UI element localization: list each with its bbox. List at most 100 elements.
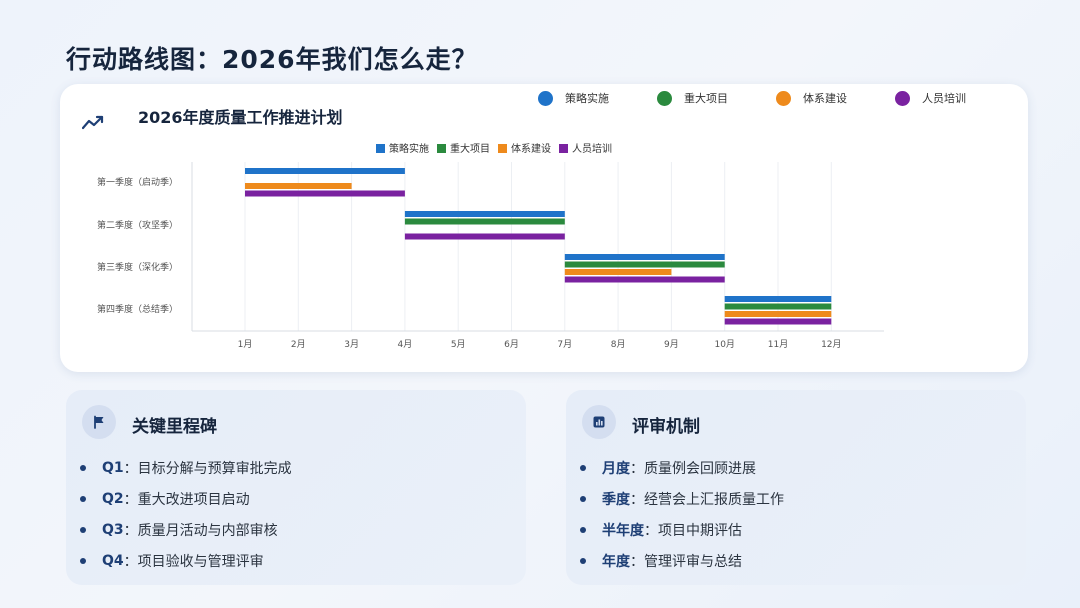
bullet-icon <box>80 464 86 471</box>
flag-icon <box>82 405 116 439</box>
x-tick-label: 12月 <box>821 339 841 350</box>
list-item: 月度：质量例会回顾进展 <box>580 452 784 483</box>
legend-swatch <box>376 144 385 153</box>
outer-legend: 策略实施 重大项目 体系建设 人员培训 <box>538 90 966 106</box>
item-key: Q2 <box>102 490 124 507</box>
legend-dot <box>657 90 672 106</box>
bullet-icon <box>580 464 586 471</box>
item-separator: ： <box>123 553 138 570</box>
legend-label: 人员培训 <box>922 92 966 105</box>
x-tick-label: 2月 <box>291 339 306 350</box>
item-key: 半年度 <box>602 522 644 539</box>
legend-label: 重大项目 <box>684 92 728 105</box>
row-label: 第三季度（深化季） <box>97 261 178 273</box>
list-item: 半年度：项目中期评估 <box>580 514 784 545</box>
gantt-bar <box>564 261 725 268</box>
item-key: Q1 <box>102 459 124 476</box>
gantt-bar <box>724 296 832 302</box>
legend-dot <box>776 90 791 106</box>
item-key: 季度 <box>602 491 630 508</box>
legend-dot <box>538 90 553 106</box>
list-item: 年度：管理评审与总结 <box>580 545 784 576</box>
list-item: Q3：质量月活动与内部审核 <box>80 514 292 545</box>
gantt-bar <box>724 318 832 325</box>
item-separator: ： <box>630 553 644 570</box>
item-key: 月度 <box>602 460 630 477</box>
trend-chart-icon <box>82 115 104 130</box>
legend-label: 策略实施 <box>389 142 429 155</box>
milestones-list: Q1：目标分解与预算审批完成 Q2：重大改进项目启动 Q3：质量月活动与内部审核… <box>80 452 292 576</box>
bullet-icon <box>580 557 586 564</box>
outer-legend-item: 策略实施 <box>538 90 609 106</box>
outer-legend-item: 人员培训 <box>895 90 966 106</box>
item-separator: ： <box>630 460 644 477</box>
gantt-bar <box>404 233 565 240</box>
item-separator: ： <box>123 522 138 539</box>
gantt-chart: 1月 2月 3月 4月 5月 6月 7月 8月 9月 10月 11月 12月 第一季度（启动季） 第二季度… <box>97 142 884 350</box>
x-tick-label: 6月 <box>504 339 519 350</box>
row-label: 第二季度（攻坚季） <box>97 219 178 231</box>
item-key: 年度 <box>602 553 630 570</box>
gantt-bar <box>404 211 565 217</box>
list-item: Q1：目标分解与预算审批完成 <box>80 452 292 483</box>
review-list: 月度：质量例会回顾进展 季度：经营会上汇报质量工作 半年度：项目中期评估 年度：… <box>580 452 784 576</box>
x-tick-label: 11月 <box>768 339 788 350</box>
gantt-bar <box>564 276 725 283</box>
list-item: Q4：项目验收与管理评审 <box>80 545 292 576</box>
legend-swatch <box>437 144 446 153</box>
review-title: 评审机制 <box>632 417 700 437</box>
milestones-title: 关键里程碑 <box>132 417 217 437</box>
legend-dot <box>895 90 910 106</box>
gantt-bar <box>564 254 725 260</box>
item-text: 项目中期评估 <box>658 522 742 539</box>
gantt-bar <box>245 190 405 197</box>
x-tick-label: 7月 <box>557 339 572 350</box>
item-text: 经营会上汇报质量工作 <box>644 491 784 508</box>
gantt-bar <box>245 183 352 189</box>
row-label: 第四季度（总结季） <box>97 303 178 315</box>
bullet-icon <box>80 557 86 564</box>
bar-chart-icon <box>582 405 616 439</box>
item-separator: ： <box>123 491 138 508</box>
page-title: 行动路线图：2026年我们怎么走？ <box>66 45 478 74</box>
item-text: 目标分解与预算审批完成 <box>137 460 292 477</box>
x-tick-label: 5月 <box>451 339 466 350</box>
chart-card: 2026年度质量工作推进计划 策略实施 重大项目 体系建设 人员培训 1月 2月 3… <box>60 84 1028 372</box>
outer-legend-item: 体系建设 <box>776 90 847 106</box>
item-text: 项目验收与管理评审 <box>137 553 264 570</box>
review-panel: 评审机制 月度：质量例会回顾进展 季度：经营会上汇报质量工作 半年度：项目中期评… <box>566 390 1026 585</box>
gantt-bar <box>724 311 832 317</box>
item-separator: ： <box>123 460 138 477</box>
legend-swatch <box>559 144 568 153</box>
outer-legend-item: 重大项目 <box>657 90 728 106</box>
x-tick-label: 4月 <box>398 339 413 350</box>
list-item: Q2：重大改进项目启动 <box>80 483 292 514</box>
item-text: 质量月活动与内部审核 <box>137 522 278 539</box>
item-key: Q3 <box>102 521 124 538</box>
gantt-bar <box>245 168 405 174</box>
bullet-icon <box>580 526 586 533</box>
gantt-bar <box>724 303 832 310</box>
item-separator: ： <box>630 491 644 508</box>
bullet-icon <box>580 495 586 502</box>
list-item: 季度：经营会上汇报质量工作 <box>580 483 784 514</box>
x-tick-label: 8月 <box>611 339 626 350</box>
legend-label: 体系建设 <box>803 92 847 105</box>
item-text: 质量例会回顾进展 <box>644 460 756 477</box>
bullet-icon <box>80 526 86 533</box>
legend-swatch <box>498 144 507 153</box>
item-separator: ： <box>644 522 658 539</box>
legend-label: 重大项目 <box>450 142 490 155</box>
gantt-bar <box>564 269 672 275</box>
row-label: 第一季度（启动季） <box>97 176 178 188</box>
item-text: 管理评审与总结 <box>644 553 742 570</box>
item-text: 重大改进项目启动 <box>137 491 250 508</box>
x-tick-label: 3月 <box>344 339 359 350</box>
gantt-bar <box>404 218 565 225</box>
milestones-panel: 关键里程碑 Q1：目标分解与预算审批完成 Q2：重大改进项目启动 Q3：质量月活… <box>66 390 526 585</box>
bullet-icon <box>80 495 86 502</box>
chart-title: 2026年度质量工作推进计划 <box>138 108 343 127</box>
x-tick-label: 9月 <box>664 339 679 350</box>
legend-label: 策略实施 <box>565 92 609 105</box>
item-key: Q4 <box>102 552 124 569</box>
